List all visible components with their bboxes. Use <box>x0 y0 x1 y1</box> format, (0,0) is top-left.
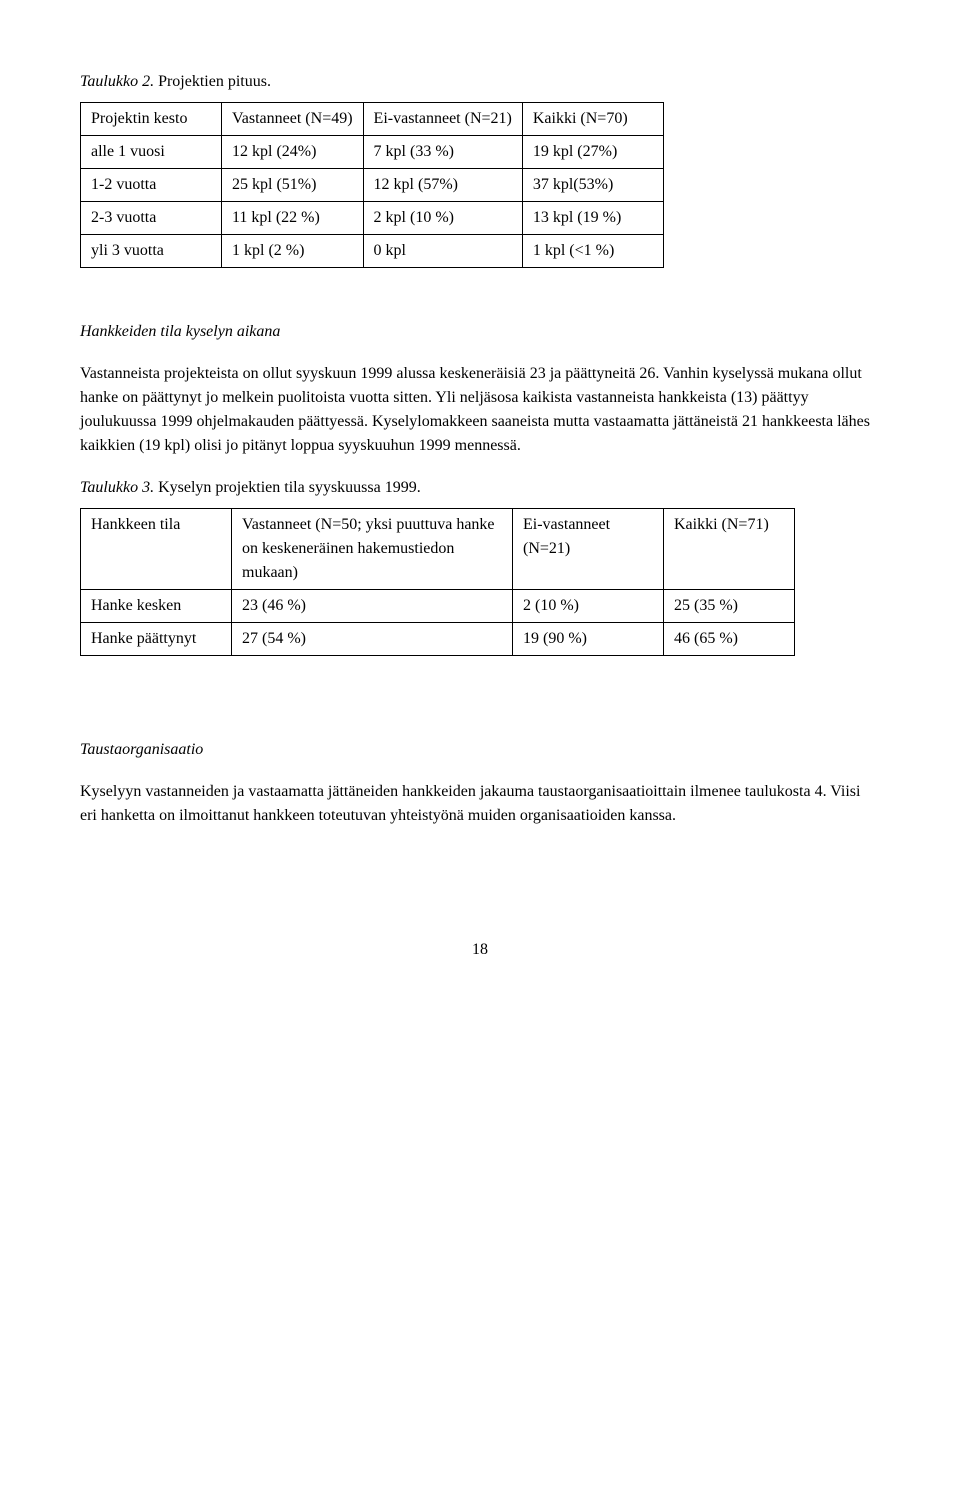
table-cell: 2 (10 %) <box>513 590 664 623</box>
table-cell: 0 kpl <box>363 235 522 268</box>
table-projektien-pituus: Projektin kesto Vastanneet (N=49) Ei-vas… <box>80 102 664 268</box>
table2-caption: Taulukko 3. Kyselyn projektien tila syys… <box>80 476 880 500</box>
table-cell: 27 (54 %) <box>232 623 513 656</box>
table-cell: 1 kpl (2 %) <box>222 235 364 268</box>
table-header-cell: Vastanneet (N=49) <box>222 103 364 136</box>
table-row: alle 1 vuosi 12 kpl (24%) 7 kpl (33 %) 1… <box>81 136 664 169</box>
table-header-cell: Projektin kesto <box>81 103 222 136</box>
section-heading-taustaorganisaatio: Taustaorganisaatio <box>80 738 880 762</box>
paragraph-hankkeiden-tila: Vastanneista projekteista on ollut syysk… <box>80 362 880 458</box>
table2-caption-rest: Kyselyn projektien tila syyskuussa 1999. <box>154 479 421 496</box>
table-cell: 19 kpl (27%) <box>522 136 663 169</box>
table-row: Hankkeen tila Vastanneet (N=50; yksi puu… <box>81 509 795 590</box>
table-cell: Hanke kesken <box>81 590 232 623</box>
table-cell: 1 kpl (<1 %) <box>522 235 663 268</box>
table-cell: 1-2 vuotta <box>81 169 222 202</box>
table-row: Hanke kesken 23 (46 %) 2 (10 %) 25 (35 %… <box>81 590 795 623</box>
table-cell: 23 (46 %) <box>232 590 513 623</box>
section-heading-hankkeiden-tila: Hankkeiden tila kyselyn aikana <box>80 320 880 344</box>
table-cell: 12 kpl (57%) <box>363 169 522 202</box>
table-cell: alle 1 vuosi <box>81 136 222 169</box>
table-cell: Hanke päättynyt <box>81 623 232 656</box>
table-header-cell: Kaikki (N=70) <box>522 103 663 136</box>
table-cell: 2 kpl (10 %) <box>363 202 522 235</box>
table1-caption-prefix: Taulukko 2. <box>80 73 154 90</box>
table-cell: 46 (65 %) <box>664 623 795 656</box>
table-row: yli 3 vuotta 1 kpl (2 %) 0 kpl 1 kpl (<1… <box>81 235 664 268</box>
page-number: 18 <box>80 938 880 962</box>
table-header-cell: Vastanneet (N=50; yksi puuttuva hanke on… <box>232 509 513 590</box>
table-cell: 25 (35 %) <box>664 590 795 623</box>
table-header-cell: Kaikki (N=71) <box>664 509 795 590</box>
table-cell: yli 3 vuotta <box>81 235 222 268</box>
table-header-cell: Hankkeen tila <box>81 509 232 590</box>
table-header-cell: Ei-vastanneet (N=21) <box>363 103 522 136</box>
table-cell: 19 (90 %) <box>513 623 664 656</box>
table1-caption-rest: Projektien pituus. <box>154 73 271 90</box>
table-cell: 11 kpl (22 %) <box>222 202 364 235</box>
table-row: Hanke päättynyt 27 (54 %) 19 (90 %) 46 (… <box>81 623 795 656</box>
table1-caption: Taulukko 2. Projektien pituus. <box>80 70 880 94</box>
table-cell: 2-3 vuotta <box>81 202 222 235</box>
table-projektien-tila: Hankkeen tila Vastanneet (N=50; yksi puu… <box>80 508 795 656</box>
paragraph-taustaorganisaatio: Kyselyyn vastanneiden ja vastaamatta jät… <box>80 780 880 828</box>
table-cell: 25 kpl (51%) <box>222 169 364 202</box>
table-cell: 7 kpl (33 %) <box>363 136 522 169</box>
table-row: Projektin kesto Vastanneet (N=49) Ei-vas… <box>81 103 664 136</box>
table2-caption-prefix: Taulukko 3. <box>80 479 154 496</box>
table-header-cell: Ei-vastanneet (N=21) <box>513 509 664 590</box>
table-cell: 12 kpl (24%) <box>222 136 364 169</box>
table-row: 2-3 vuotta 11 kpl (22 %) 2 kpl (10 %) 13… <box>81 202 664 235</box>
table-cell: 13 kpl (19 %) <box>522 202 663 235</box>
table-row: 1-2 vuotta 25 kpl (51%) 12 kpl (57%) 37 … <box>81 169 664 202</box>
table-cell: 37 kpl(53%) <box>522 169 663 202</box>
